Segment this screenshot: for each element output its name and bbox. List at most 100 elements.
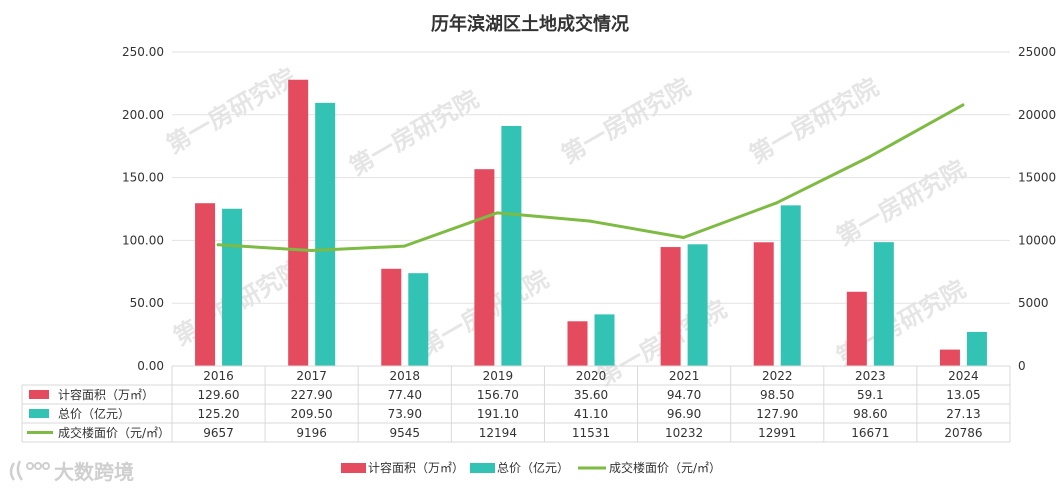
- line-point: [309, 248, 313, 252]
- line-point: [589, 219, 592, 223]
- bar-total-price: [222, 208, 243, 366]
- x-tick-label: 2021: [669, 369, 700, 383]
- table-cell-value: 129.60: [198, 388, 240, 402]
- data-table: 2016 2017 2018 2019 2020 2021 2022 2023 2024 计容面积…: [21, 365, 1011, 443]
- x-tick-label: 2017: [296, 369, 327, 383]
- table-cell-value: 9545: [390, 426, 421, 440]
- bar-total-price: [594, 314, 615, 366]
- bar-series: [195, 79, 987, 367]
- table-cell-value: 20786: [944, 426, 982, 440]
- bar-plot-area: [660, 247, 681, 366]
- brand-logo: 大数跨境: [9, 460, 134, 484]
- table-cell-value: 27.13: [946, 407, 980, 421]
- line-point: [775, 201, 779, 205]
- x-tick-label: 2022: [762, 369, 793, 383]
- bar-plot-area: [567, 321, 588, 366]
- bar-total-price: [873, 242, 894, 366]
- x-tick-label: 2023: [855, 369, 886, 383]
- bar-total-price: [408, 273, 429, 366]
- line-series: [216, 103, 965, 252]
- table-cell-value: 209.50: [291, 407, 333, 421]
- x-tick-label: 2019: [483, 369, 514, 383]
- table-cell-value: 191.10: [477, 407, 519, 421]
- table-cell-value: 127.90: [756, 407, 798, 421]
- line-point: [868, 155, 872, 159]
- x-tick-label: 2018: [390, 369, 421, 383]
- bar-total-price: [687, 244, 708, 366]
- table-cell-value: 41.10: [574, 407, 608, 421]
- y-left-tick-label: 150.00: [122, 171, 164, 185]
- x-tick-label: 2020: [576, 369, 607, 383]
- line-point: [402, 244, 406, 248]
- logo-text: 大数跨境: [54, 460, 134, 484]
- y-left-tick-label: 250.00: [122, 45, 164, 59]
- table-cell-value: 9657: [203, 426, 234, 440]
- table-cell-value: 12991: [758, 426, 796, 440]
- bar-total-price: [966, 331, 987, 366]
- legend-key: [341, 463, 366, 473]
- bar-plot-area: [753, 242, 774, 366]
- x-tick-label: 2024: [948, 369, 979, 383]
- y-right-tick-label: 5000: [1018, 296, 1049, 310]
- table-cell-value: 227.90: [291, 388, 333, 402]
- y-left-tick-label: 0.00: [137, 359, 164, 373]
- y-right-tick-label: 10000: [1018, 233, 1056, 247]
- y-right-tick-label: 15000: [1018, 171, 1056, 185]
- y-right-tick-label: 25000: [1018, 45, 1056, 59]
- watermark-text: 第一房研究院: [345, 85, 484, 181]
- legend-label: 总价（亿元）: [497, 460, 569, 475]
- table-cell-value: 13.05: [946, 388, 980, 402]
- table-legend-key: [29, 390, 49, 399]
- logo-icon: [9, 460, 50, 481]
- table-cell-value: 9196: [296, 426, 327, 440]
- table-cell-value: 98.50: [760, 388, 794, 402]
- table-cell-value: 125.20: [198, 407, 240, 421]
- y-axis-right: 0 5000 10000 15000 20000 25000: [1018, 45, 1056, 373]
- table-cell-value: 98.60: [853, 407, 887, 421]
- bar-plot-area: [846, 291, 867, 366]
- table-cell-value: 96.90: [667, 407, 701, 421]
- watermark-text: 第一房研究院: [832, 155, 971, 251]
- watermark-text: 第一房研究院: [745, 73, 884, 169]
- table-cell-value: 94.70: [667, 388, 701, 402]
- legend: 计容面积（万㎡） 总价（亿元） 成交楼面价（元/㎡）: [341, 460, 721, 475]
- bar-total-price: [780, 205, 801, 366]
- line-point: [682, 235, 686, 239]
- table-legend-key: [29, 409, 49, 418]
- y-axis-left: 0.00 50.00 100.00 150.00 200.00 250.00: [122, 45, 164, 373]
- bar-total-price: [501, 125, 522, 367]
- y-right-tick-label: 20000: [1018, 108, 1056, 122]
- bar-plot-area: [288, 79, 309, 366]
- legend-label: 成交楼面价（元/㎡）: [609, 460, 721, 475]
- watermark-text: 第一房研究院: [162, 63, 301, 159]
- y-left-tick-label: 50.00: [130, 296, 164, 310]
- y-left-tick-label: 100.00: [122, 233, 164, 247]
- legend-key: [470, 463, 495, 473]
- line-point: [961, 103, 965, 107]
- table-cell-value: 11531: [572, 426, 610, 440]
- bar-plot-area: [939, 349, 960, 366]
- x-tick-label: 2016: [203, 369, 234, 383]
- table-series-name: 成交楼面价（元/㎡）: [58, 425, 170, 440]
- table-cell-value: 16671: [851, 426, 889, 440]
- line-point: [216, 243, 220, 247]
- bar-plot-area: [195, 203, 216, 366]
- line-point: [495, 211, 499, 215]
- bar-plot-area: [474, 169, 495, 366]
- table-cell-value: 35.60: [574, 388, 608, 402]
- table-series-name: 总价（亿元）: [58, 406, 130, 421]
- table-cell-value: 10232: [665, 426, 703, 440]
- legend-label: 计容面积（万㎡）: [368, 460, 464, 475]
- table-series-name: 计容面积（万㎡）: [58, 387, 154, 402]
- table-cell-value: 59.1: [857, 388, 884, 402]
- watermark-text: 第一房研究院: [557, 73, 696, 169]
- chart-title: 历年滨湖区土地成交情况: [431, 13, 629, 35]
- table-cell-value: 156.70: [477, 388, 519, 402]
- table-cell-value: 77.40: [388, 388, 422, 402]
- bar-plot-area: [381, 268, 402, 366]
- y-right-tick-label: 0: [1018, 359, 1026, 373]
- bar-total-price: [315, 102, 336, 367]
- table-cell-value: 73.90: [388, 407, 422, 421]
- table-cell-value: 12194: [479, 426, 517, 440]
